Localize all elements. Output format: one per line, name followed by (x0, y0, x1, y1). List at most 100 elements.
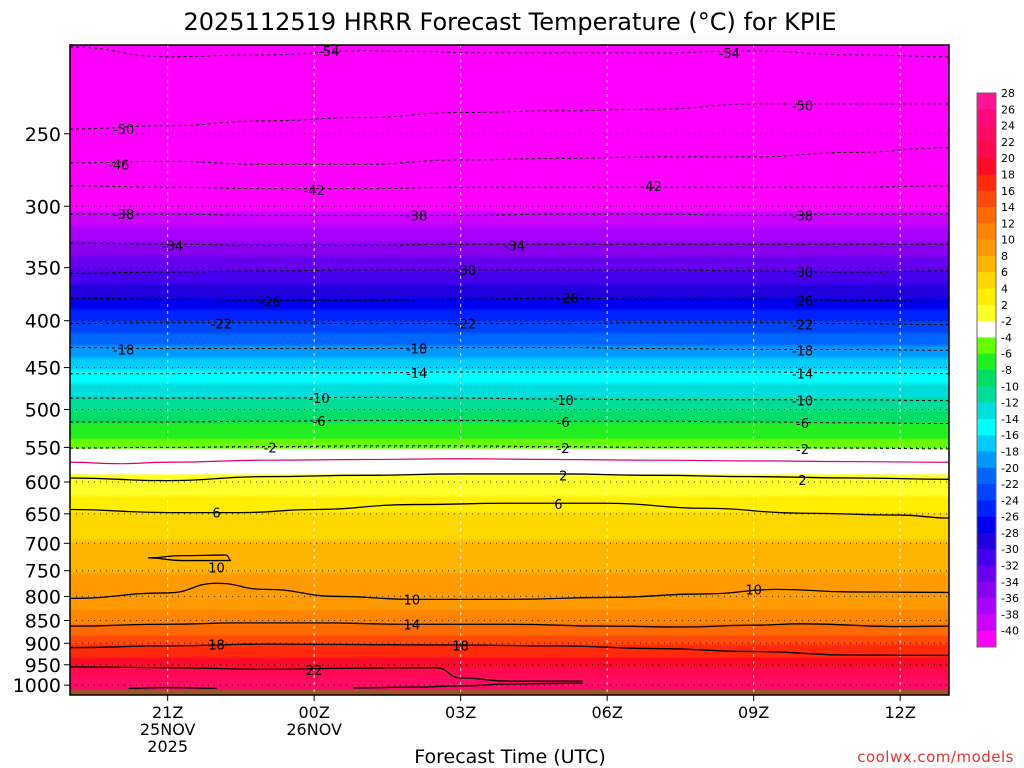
contour-label: -54 (318, 45, 339, 60)
y-tick-label: 600 (25, 472, 61, 494)
colorbar-label: 24 (1001, 120, 1015, 133)
colorbar-label: -18 (1001, 445, 1019, 458)
contour-label: -34 (504, 239, 525, 254)
contour-label: -10 (792, 395, 813, 410)
contour-label: -6 (557, 416, 570, 431)
contour-label: -26 (557, 292, 578, 307)
colorbar-swatch (977, 272, 996, 289)
colorbar-swatch (977, 158, 996, 175)
colorbar-label: -30 (1001, 543, 1019, 556)
colorbar-label: -34 (1001, 576, 1019, 589)
y-tick-label: 500 (25, 399, 61, 421)
colorbar-label: 8 (1001, 250, 1008, 263)
colorbar-label: -10 (1001, 380, 1019, 393)
colorbar-label: 12 (1001, 217, 1015, 230)
colorbar-swatch (977, 435, 996, 452)
x-tick-label: 03Z (445, 703, 476, 722)
colorbar-swatch (977, 304, 996, 322)
colorbar-label: 18 (1001, 168, 1015, 181)
colorbar-label: -32 (1001, 560, 1019, 573)
colorbar-swatch (977, 141, 996, 159)
colorbar-label: 28 (1001, 87, 1015, 100)
y-tick-label: 400 (25, 311, 61, 333)
contour-label: -26 (260, 295, 281, 310)
contour-line (70, 297, 949, 302)
contour-label: -54 (719, 47, 740, 62)
contour-label: -6 (313, 415, 326, 430)
colorbar-label: -22 (1001, 478, 1019, 491)
contour-label: -42 (304, 184, 325, 199)
contour-label: -2 (557, 442, 570, 457)
colorbar-label: -6 (1001, 348, 1012, 361)
colorbar-label: 10 (1001, 234, 1015, 247)
contour-line (353, 682, 583, 689)
y-tick-label: 700 (25, 533, 61, 555)
contour-label: -42 (640, 180, 661, 195)
colorbar-label: -40 (1001, 625, 1019, 638)
contour-label: -18 (113, 343, 134, 358)
temperature-fill (70, 45, 949, 695)
contour-line (70, 347, 949, 351)
contour-label: -10 (308, 392, 329, 407)
credit-link[interactable]: coolwx.com/models (857, 748, 1014, 766)
colorbar-swatch (977, 93, 996, 110)
colorbar-swatch (977, 353, 996, 371)
colorbar-swatch (977, 532, 996, 550)
contour-line (70, 622, 949, 628)
contour-label: -26 (792, 294, 813, 309)
contour-layer: -54 -54 -50 -50 -46 -42 -42 -38 -38 -38 -34 -34 -30 -… (70, 45, 949, 689)
colorbar-label: 4 (1001, 283, 1008, 296)
colorbar-label: -36 (1001, 592, 1019, 605)
colorbar-swatch (977, 125, 996, 143)
colorbar-swatch (977, 386, 996, 403)
y-tick-label: 450 (25, 358, 61, 380)
contour-line (70, 371, 949, 375)
colorbar-swatch (977, 109, 996, 126)
y-tick-label: 900 (25, 633, 61, 655)
colorbar-frame (976, 92, 997, 648)
y-tick-label: 300 (25, 196, 61, 218)
colorbar-label: -14 (1001, 413, 1019, 426)
colorbar-swatch (977, 255, 996, 273)
contour-label: 10 (208, 562, 225, 577)
x-tick-label: 21Z (152, 703, 183, 722)
colorbar-swatch (977, 174, 996, 192)
colorbar-label: -2 (1001, 315, 1012, 328)
colorbar-swatch (977, 630, 996, 648)
contour-label: -18 (406, 343, 427, 358)
colorbar-swatch (977, 598, 996, 615)
colorbar-swatch (977, 207, 996, 224)
colorbar-swatch (977, 516, 996, 534)
contour-line (70, 473, 949, 482)
colorbar-swatch (977, 549, 996, 566)
contour-line (70, 445, 949, 450)
colorbar-label: 20 (1001, 152, 1015, 165)
colorbar-label: 16 (1001, 185, 1015, 198)
y-tick-label: 550 (25, 437, 61, 459)
contour-line (70, 666, 583, 682)
y-tick-label: 650 (25, 504, 61, 526)
x-tick-label: 12Z (885, 703, 916, 722)
colorbar-swatch (977, 581, 996, 599)
colorbar-label: -8 (1001, 364, 1012, 377)
contour-label: -38 (406, 209, 427, 224)
y-axis: 2503003504004505005506006507007508008509… (13, 124, 70, 697)
contour-label: 18 (452, 639, 469, 654)
x-tick-label: 09Z (738, 703, 769, 722)
y-tick-label: 800 (25, 586, 61, 608)
ground-layer (70, 689, 949, 695)
contour-line (70, 419, 949, 425)
colorbar-swatch (977, 190, 996, 208)
contour-line (70, 185, 949, 190)
y-tick-label: 950 (25, 655, 61, 677)
colorbar-label: 6 (1001, 266, 1008, 279)
contour-line (70, 46, 949, 58)
contour-label: -38 (113, 208, 134, 223)
colorbar-swatch (977, 565, 996, 583)
y-tick-label: 1000 (13, 675, 61, 697)
y-tick-label: 850 (25, 611, 61, 633)
contour-label: 14 (404, 618, 421, 633)
contour-label: -2 (796, 443, 809, 458)
colorbar-label: -12 (1001, 397, 1019, 410)
contour-label: 22 (306, 664, 323, 679)
